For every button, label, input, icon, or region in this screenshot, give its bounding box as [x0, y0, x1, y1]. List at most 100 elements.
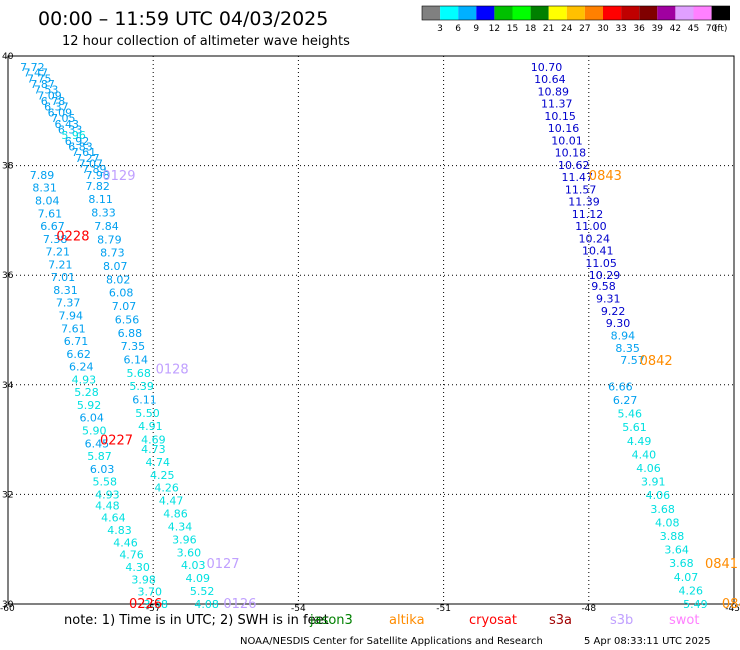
wave-height-value: 7.07	[112, 300, 137, 313]
wave-height-value: 6.14	[124, 353, 149, 366]
wave-height-value: 5.28	[74, 386, 99, 399]
wave-height-value: 9.31	[596, 292, 621, 305]
pass-time-label: 0128	[156, 362, 189, 377]
legend-label: 27	[579, 24, 590, 34]
wave-height-value: 6.43	[54, 118, 78, 131]
y-tick-label: 38	[2, 162, 14, 172]
legend-swatch	[584, 6, 603, 20]
wave-height-value: 3.91	[641, 476, 666, 489]
wave-height-value: 8.73	[100, 247, 125, 260]
wave-height-value: 4.93	[95, 488, 120, 501]
wave-height-value: 6.56	[115, 313, 140, 326]
wave-height-value: 8.02	[106, 273, 131, 286]
footer-credit: NOAA/NESDIS Center for Satellite Applica…	[240, 636, 543, 647]
wave-height-value: 8.04	[35, 194, 60, 207]
wave-height-value: 10.89	[538, 85, 570, 98]
wave-height-value: 5.50	[135, 407, 160, 420]
legend-swatch	[566, 6, 585, 20]
footer-timestamp: 5 Apr 08:33:11 UTC 2025	[584, 636, 711, 647]
legend-swatch	[476, 6, 495, 20]
mission-label-s3a: s3a	[549, 613, 572, 628]
track-0843: 10.7010.6410.8911.3710.1510.1610.0110.18…	[531, 61, 621, 282]
legend-swatch	[657, 6, 676, 20]
wave-height-value: 4.93	[72, 373, 97, 386]
legend-label: 36	[633, 24, 645, 34]
wave-height-value: 7.01	[51, 271, 75, 284]
wave-height-value: 6.62	[66, 348, 91, 361]
wave-height-value: 8.11	[88, 193, 113, 206]
wave-height-value: 4.49	[627, 435, 652, 448]
legend-swatch	[512, 6, 531, 20]
wave-height-value: 6.33	[58, 123, 83, 136]
wave-height-value: 3.96	[172, 533, 197, 546]
wave-height-value: 10.41	[582, 245, 614, 258]
wave-height-value: 6.24	[69, 361, 94, 374]
wave-height-value: 4.86	[163, 508, 188, 521]
x-tick-label: -45	[725, 604, 740, 614]
wave-height-value: 4.47	[159, 495, 184, 508]
legend-label: 15	[507, 24, 518, 34]
legend-swatch	[693, 6, 712, 20]
units-note: note: 1) Time is in UTC; 2) SWH is in fe…	[64, 613, 329, 628]
plot-grid	[8, 56, 734, 604]
wave-height-value: 4.91	[138, 420, 163, 433]
wave-height-value: 7.75	[27, 72, 52, 85]
wave-height-value: 4.64	[101, 512, 126, 525]
wave-height-value: 11.05	[585, 257, 617, 270]
wave-height-value: 10.18	[555, 147, 587, 160]
legend-swatch	[440, 6, 459, 20]
wave-height-value: 7.37	[56, 297, 81, 310]
wave-height-value: 4.30	[125, 561, 149, 574]
legend-label: 24	[561, 24, 573, 34]
y-tick-label: 36	[2, 271, 14, 281]
wave-height-value: 6.66	[608, 380, 633, 393]
wave-height-value: 9.22	[601, 305, 626, 318]
plot-frame	[7, 55, 735, 605]
wave-height-value: 4.40	[632, 448, 657, 461]
legend-label: 12	[489, 24, 500, 34]
wave-height-value: 10.70	[531, 61, 563, 74]
wave-height-value: 8.31	[53, 284, 78, 297]
legend-label: 9	[473, 24, 479, 34]
pass-time-label: 0840	[722, 597, 740, 612]
wave-height-value: 6.78	[41, 95, 66, 108]
legend-label: 39	[652, 24, 664, 34]
wave-height-value: 8.31	[32, 182, 57, 195]
wave-height-value: 7.61	[38, 207, 63, 220]
mission-label-s3b: s3b	[610, 613, 633, 628]
track-0128: 7.828.118.337.848.798.738.078.026.087.07…	[85, 180, 165, 447]
pass-time-label: 0129	[102, 169, 135, 184]
wave-height-value: 5.90	[82, 425, 107, 438]
wave-height-value: 6.92	[65, 135, 90, 148]
x-tick-label: -60	[0, 604, 15, 614]
legend-label: 70	[706, 24, 718, 34]
wave-height-value: 3.70	[137, 586, 162, 599]
wave-height-value: 4.08	[194, 598, 219, 611]
wave-height-value: 5.58	[93, 476, 118, 489]
mission-label-swot: swot	[669, 613, 699, 628]
wave-height-value: 9.30	[606, 317, 631, 330]
wave-height-value: 7.53	[34, 84, 59, 97]
wave-height-value: 7.47	[24, 67, 49, 80]
wave-height-value: 6.37	[44, 101, 69, 114]
wave-height-tracks: 7.727.477.757.877.537.096.786.376.097.05…	[20, 61, 708, 611]
color-scale-legend: 3 6 9 12 15 18 21 24 27 30 33 36 39 42 45 70(ft)	[421, 5, 731, 34]
wave-height-value: 8.33	[91, 207, 116, 220]
mission-label-altika: altika	[389, 613, 425, 628]
wave-height-value: 7.82	[85, 180, 110, 193]
wave-height-value: 11.47	[561, 171, 593, 184]
legend-swatch	[422, 6, 441, 20]
legend-label: 30	[597, 24, 609, 34]
wave-height-value: 7.98	[85, 169, 110, 182]
track-0228: 7.898.318.047.616.677.387.217.217.018.31…	[30, 169, 120, 501]
legend-label: (ft)	[714, 24, 728, 34]
wave-height-value: 5.61	[622, 421, 647, 434]
wave-height-value: 6.71	[64, 335, 89, 348]
wave-height-value: 5.39	[129, 380, 154, 393]
wave-height-value: 11.00	[575, 220, 607, 233]
mission-legend: jason3 altika cryosat s3a s3b swot	[309, 613, 699, 628]
pass-labels: 0129 0128 0228 0227 0226 0127 0126 0843 0842 0841…	[56, 169, 740, 612]
x-axis-ticks: -60 -57 -54 -51 -48 -45	[0, 604, 740, 614]
x-tick-label: -51	[436, 604, 451, 614]
